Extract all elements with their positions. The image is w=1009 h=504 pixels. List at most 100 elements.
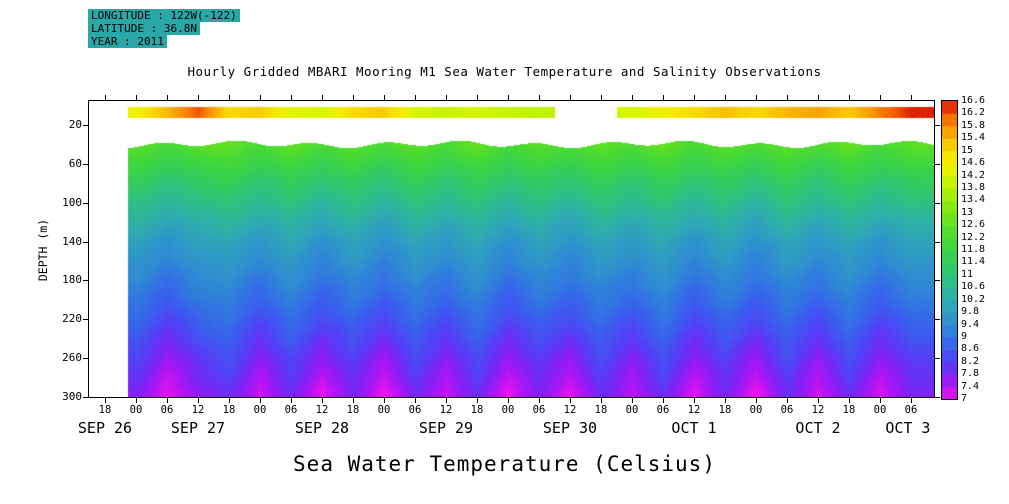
colorbar-tick-label: 8.2 [961, 355, 980, 367]
y-tick-label: 180 [62, 273, 82, 287]
x-hour-label: 18 [842, 404, 856, 416]
x-tick-mark [384, 398, 385, 403]
x-hour-label: 00 [377, 404, 391, 416]
x-hour-label: 18 [718, 404, 732, 416]
colorbar-tick-label: 11.4 [961, 256, 986, 268]
y-tick-mark [83, 396, 88, 398]
x-hour-label: 06 [780, 404, 794, 416]
colorbar-tick-label: 14.2 [961, 169, 986, 181]
colorbar-tick-label: 15 [961, 144, 974, 156]
colorbar-tick-label: 12.6 [961, 219, 986, 231]
x-tick-mark-top [849, 95, 850, 100]
x-hour-label: 00 [129, 404, 143, 416]
colorbar-tick-label: 10.2 [961, 293, 986, 305]
x-tick-mark [601, 398, 602, 403]
x-tick-mark [353, 398, 354, 403]
colorbar-tick-label: 9 [961, 330, 968, 342]
x-hour-label: 06 [532, 404, 546, 416]
x-tick-mark [260, 398, 261, 403]
x-tick-mark [756, 398, 757, 403]
x-tick-mark-top [136, 95, 137, 100]
y-tick-mark-right [935, 280, 940, 282]
x-tick-mark-top [911, 95, 912, 100]
x-date-label: OCT 2 [795, 419, 841, 437]
x-tick-mark [849, 398, 850, 403]
x-tick-mark [105, 398, 106, 403]
x-tick-mark [229, 398, 230, 403]
x-tick-mark-top [787, 95, 788, 100]
x-tick-mark-top [198, 95, 199, 100]
colorbar-tick-label: 13.8 [961, 181, 986, 193]
x-tick-mark-top [663, 95, 664, 100]
x-tick-mark [136, 398, 137, 403]
longitude-label: LONGITUDE : 122W(-122) [88, 9, 240, 22]
heatmap-canvas [88, 100, 935, 398]
x-hour-label: 12 [439, 404, 453, 416]
x-tick-mark-top [756, 95, 757, 100]
y-tick-mark-right [935, 163, 940, 165]
x-hour-label: 06 [284, 404, 298, 416]
x-tick-mark [663, 398, 664, 403]
y-tick-label: 100 [62, 195, 82, 209]
y-tick-mark-right [935, 396, 940, 398]
x-tick-mark-top [880, 95, 881, 100]
metadata-block: LONGITUDE : 122W(-122) LATITUDE : 36.8N … [88, 9, 240, 48]
x-hour-label: 06 [656, 404, 670, 416]
latitude-label: LATITUDE : 36.8N [88, 22, 200, 35]
x-hour-label: 12 [315, 404, 329, 416]
x-tick-mark-top [322, 95, 323, 100]
x-tick-mark-top [601, 95, 602, 100]
x-tick-mark-top [260, 95, 261, 100]
y-tick-mark [83, 124, 88, 126]
x-hour-label: 00 [873, 404, 887, 416]
colorbar-tick-label: 7 [961, 393, 968, 404]
x-tick-mark [539, 398, 540, 403]
x-hour-label: 12 [811, 404, 825, 416]
y-tick-mark [83, 358, 88, 360]
y-tick-mark-right [935, 241, 940, 243]
chart-title: Hourly Gridded MBARI Mooring M1 Sea Wate… [187, 64, 822, 79]
latitude-line: LATITUDE : 36.8N [88, 22, 240, 35]
y-tick-mark-right [935, 202, 940, 204]
x-tick-mark [787, 398, 788, 403]
x-tick-mark [446, 398, 447, 403]
x-hour-label: 06 [408, 404, 422, 416]
x-tick-mark-top [415, 95, 416, 100]
x-tick-mark-top [167, 95, 168, 100]
colorbar-tick-label: 16.2 [961, 107, 986, 119]
x-hour-label: 06 [160, 404, 174, 416]
x-tick-mark [570, 398, 571, 403]
x-tick-mark-top [632, 95, 633, 100]
y-tick-label: 220 [62, 312, 82, 326]
x-tick-mark-top [818, 95, 819, 100]
x-tick-mark-top [384, 95, 385, 100]
y-tick-mark [83, 319, 88, 321]
y-tick-label: 60 [68, 156, 82, 170]
x-tick-mark-top [694, 95, 695, 100]
x-hour-label: 00 [625, 404, 639, 416]
colorbar-tick-label: 9.8 [961, 306, 980, 318]
y-tick-mark [83, 241, 88, 243]
x-hour-label: 18 [470, 404, 484, 416]
colorbar-tick-label: 12.2 [961, 231, 986, 243]
x-tick-mark [167, 398, 168, 403]
y-tick-mark [83, 280, 88, 282]
x-tick-mark [632, 398, 633, 403]
colorbar-tick-label: 10.6 [961, 281, 986, 293]
x-hour-label: 18 [346, 404, 360, 416]
x-tick-mark [415, 398, 416, 403]
x-tick-mark-top [539, 95, 540, 100]
x-hour-label: 18 [222, 404, 236, 416]
longitude-line: LONGITUDE : 122W(-122) [88, 9, 240, 22]
y-tick-mark [83, 163, 88, 165]
x-axis-title: Sea Water Temperature (Celsius) [293, 452, 716, 476]
x-hour-label: 00 [749, 404, 763, 416]
colorbar-tick-label: 9.4 [961, 318, 980, 330]
x-hour-label: 00 [501, 404, 515, 416]
colorbar-tick-label: 16.6 [961, 95, 986, 106]
y-tick-mark [83, 202, 88, 204]
x-date-label: SEP 26 [77, 419, 133, 437]
x-tick-mark [818, 398, 819, 403]
x-hour-label: 18 [98, 404, 112, 416]
